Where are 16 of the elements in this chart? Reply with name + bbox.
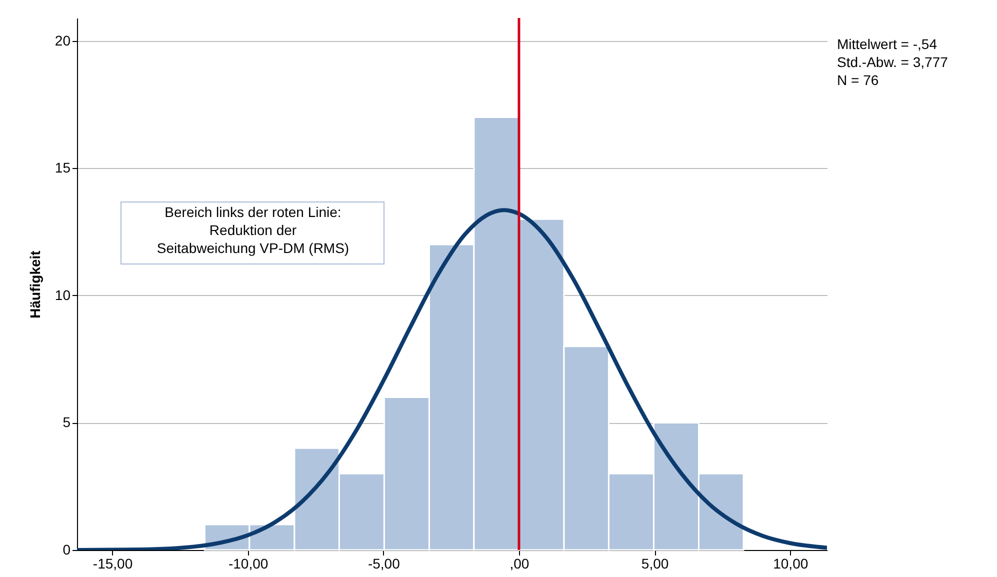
text: Std.-Abw. = 3,777 (837, 54, 948, 70)
x-tick-label: -5,00 (368, 556, 400, 572)
y-tick-label: 0 (62, 542, 71, 558)
x-tick-label: ,00 (510, 556, 530, 572)
x-tick-label: 5,00 (641, 556, 669, 572)
x-tick-label: -15,00 (92, 556, 133, 572)
y-axis-title: Häufigkeit (26, 250, 43, 318)
annotation: Bereich links der roten Linie: Reduktion der Seitabweichung VP-DM (RMS) (156, 204, 350, 256)
y-tick-label: 20 (54, 32, 71, 48)
x-tick-label: -10,00 (228, 556, 268, 572)
text: Mittelwert = -,54 (837, 36, 938, 52)
y-tick-label: 15 (54, 160, 71, 176)
text: N = 76 (837, 72, 879, 88)
y-tick-label: 5 (62, 414, 71, 430)
y-tick-label: 10 (54, 286, 71, 303)
x-tick-label: 10,00 (773, 556, 808, 572)
